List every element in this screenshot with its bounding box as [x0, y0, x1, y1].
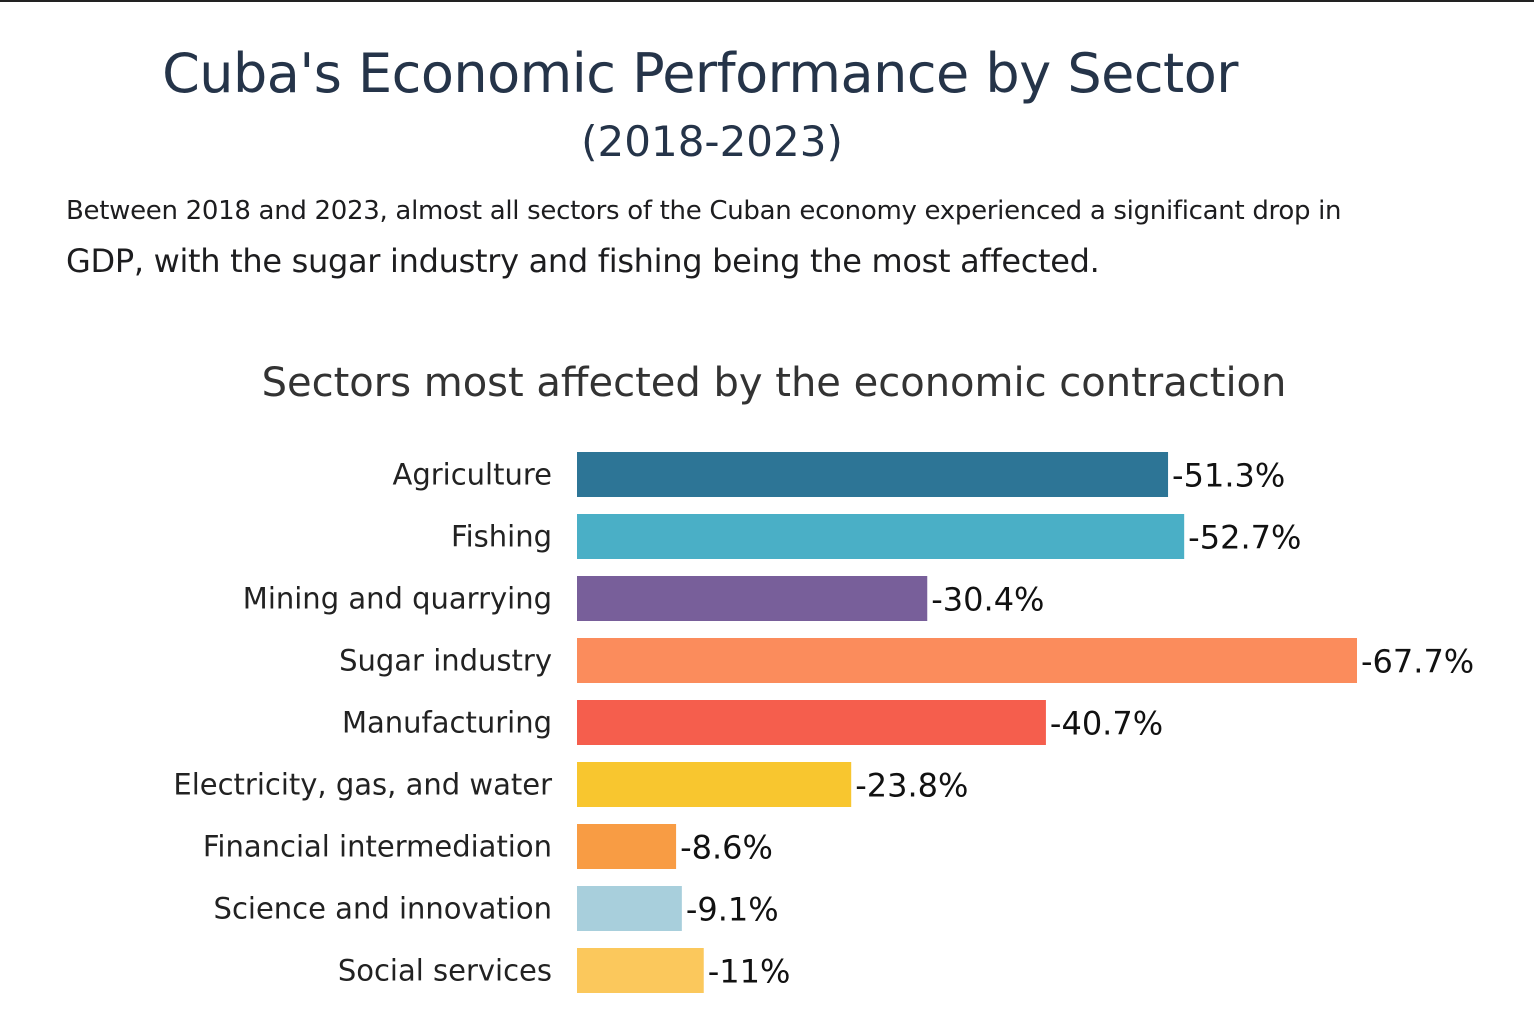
data-label: -52.7%: [1188, 519, 1301, 557]
category-label: Sugar industry: [339, 644, 552, 678]
category-label: Agriculture: [393, 458, 553, 492]
bar-2: [577, 576, 928, 621]
category-label: Manufacturing: [342, 706, 552, 740]
description-line-1: Between 2018 and 2023, almost all sector…: [66, 196, 1342, 226]
category-label: Electricity, gas, and water: [173, 768, 552, 802]
data-label: -30.4%: [931, 581, 1044, 619]
bar-0: [577, 452, 1169, 497]
category-label: Fishing: [451, 520, 552, 554]
data-label: -51.3%: [1172, 457, 1285, 495]
category-label: Science and innovation: [214, 892, 552, 926]
category-label: Social services: [338, 954, 552, 988]
description-line-2: GDP, with the sugar industry and fishing…: [66, 242, 1100, 280]
page-title: Cuba's Economic Performance by Sector: [162, 42, 1238, 105]
chart-title: Sectors most affected by the economic co…: [261, 360, 1287, 406]
bar-7: [577, 886, 682, 931]
page-subtitle: (2018-2023): [581, 117, 843, 166]
bar-8: [577, 948, 704, 993]
category-label: Financial intermediation: [203, 830, 552, 864]
data-label: -67.7%: [1361, 643, 1474, 681]
category-label: Mining and quarrying: [243, 582, 552, 616]
data-label: -8.6%: [680, 829, 773, 867]
bar-1: [577, 514, 1185, 559]
bar-6: [577, 824, 677, 869]
bar-3: [577, 638, 1357, 683]
data-label: -11%: [708, 953, 791, 991]
bar-5: [577, 762, 852, 807]
data-label: -23.8%: [855, 767, 968, 805]
data-label: -9.1%: [686, 891, 779, 929]
data-label: -40.7%: [1050, 705, 1163, 743]
bar-4: [577, 700, 1046, 745]
